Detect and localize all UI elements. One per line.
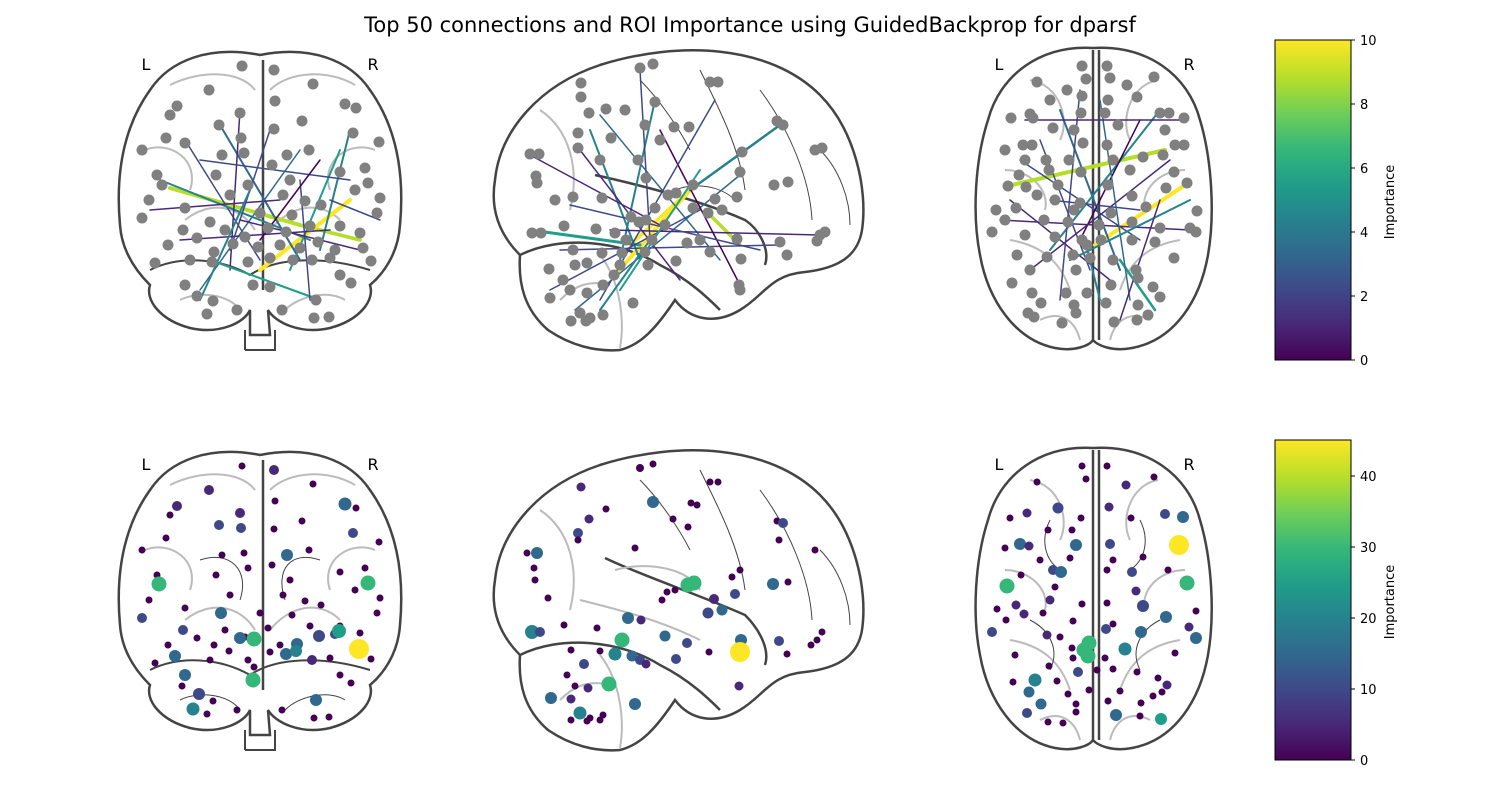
connectome-axial-view: L R [974, 46, 1213, 351]
hemisphere-label-left: L [142, 455, 151, 474]
roi-importance-axial-view: L R [974, 446, 1213, 751]
brain-outline-axial [974, 446, 1213, 751]
hemisphere-label-right: R [367, 455, 378, 474]
hemisphere-label-right: R [1183, 455, 1194, 474]
colorbar-tick: 6 [1360, 162, 1368, 177]
roi-nodes-sagittal [524, 58, 831, 327]
connection-edges-axial [999, 89, 1191, 321]
connectome-coronal-view: L R [117, 50, 403, 351]
colorbar-tick: 2 [1360, 290, 1368, 305]
hemisphere-label-right: R [367, 55, 378, 74]
colorbar-label: Importance [1383, 165, 1398, 240]
connectome-sagittal-view [492, 49, 865, 352]
roi-nodes-axial [987, 462, 1202, 727]
colorbar-tick: 4 [1360, 226, 1368, 241]
hemisphere-label-left: L [142, 55, 151, 74]
colorbar-label: Importance [1383, 565, 1398, 640]
colorbar-tick: 20 [1360, 612, 1377, 627]
brain-outline-coronal [117, 450, 403, 751]
roi-nodes-coronal [137, 462, 384, 722]
roi-importance-coronal-view: L R [117, 450, 403, 751]
colorbar-gradient [1274, 39, 1352, 361]
hemisphere-label-left: L [995, 455, 1004, 474]
colorbar-gradient [1274, 439, 1352, 761]
hemisphere-label-right: R [1183, 55, 1194, 74]
colorbar-tick: 40 [1360, 470, 1377, 485]
hemisphere-label-left: L [995, 55, 1004, 74]
roi-nodes-axial [986, 60, 1203, 329]
colorbar-tick: 0 [1360, 754, 1368, 769]
roi-importance-sagittal-view [492, 449, 865, 752]
colorbar-connections: 0 2 4 6 8 10 Importance [1274, 34, 1398, 369]
colorbar-tick: 8 [1360, 98, 1368, 113]
roi-nodes-sagittal [523, 460, 826, 725]
colorbar-roi-importance: 0 10 20 30 40 Importance [1274, 439, 1398, 769]
colorbar-tick: 10 [1360, 683, 1377, 698]
roi-nodes-coronal [136, 60, 386, 324]
colorbar-tick: 30 [1360, 541, 1377, 556]
colorbar-tick: 0 [1360, 354, 1368, 369]
figure-title: Top 50 connections and ROI Importance us… [363, 13, 1136, 37]
colorbar-tick: 10 [1360, 34, 1377, 49]
